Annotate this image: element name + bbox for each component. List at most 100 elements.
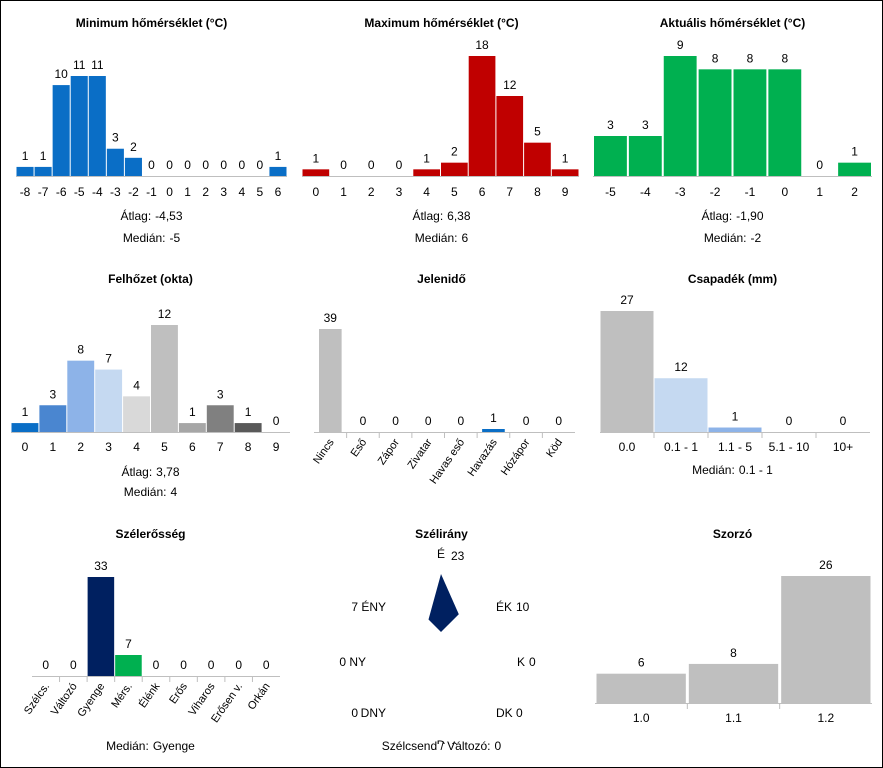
- data-label: 0: [180, 658, 187, 672]
- data-label: 1: [732, 410, 739, 424]
- stat-median: Medián: 4: [8, 485, 293, 499]
- data-label: 5: [534, 125, 541, 139]
- bar: [468, 56, 496, 176]
- data-label: 12: [674, 360, 688, 374]
- data-label: 12: [158, 307, 172, 321]
- data-label: 0: [451, 740, 458, 744]
- stat-label: Medián:: [414, 231, 458, 245]
- tick-label: 10+: [833, 440, 853, 454]
- chart-title: Szorzó: [712, 527, 753, 541]
- data-label: 8: [77, 343, 84, 357]
- max-temp-chart: 1 0 0 1 0 2 0 3 1 4 2 5 18 6 12 7 5 8 1 9: [302, 38, 579, 199]
- stat-median: Medián: 0.1 - 1: [590, 463, 875, 477]
- panel-multiplier: Szorzó 6 1.0 8 1.1 26 1.2: [590, 522, 875, 762]
- panel-wind-speed: Szélerősség 0 Szélcs. 0 Változó 33 Gyenge 7 Mér…: [8, 522, 293, 762]
- bar: [123, 396, 150, 432]
- stat-value: -1,90: [736, 209, 764, 223]
- bar: [178, 423, 206, 432]
- data-label: 0: [70, 658, 77, 672]
- data-label: 12: [503, 78, 517, 92]
- data-label: 33: [94, 559, 108, 573]
- data-label: 11: [73, 58, 86, 72]
- precip-chart: 27 0.0 12 0.1 - 1 1 1.1 - 5 0 5.1 - 10 0 10+: [600, 293, 870, 454]
- data-label: 1: [245, 405, 252, 419]
- data-label: 3: [607, 118, 614, 132]
- stat-label: Átlag:: [121, 465, 153, 479]
- data-label: 8: [781, 51, 788, 65]
- stat-value: 6: [461, 231, 469, 245]
- data-label: 26: [819, 558, 833, 572]
- bar: [441, 162, 468, 176]
- stat-label: Medián:: [106, 739, 149, 753]
- bar: [596, 673, 686, 703]
- bar: [269, 166, 287, 176]
- bar: [34, 166, 52, 176]
- bar: [663, 56, 697, 176]
- data-label: 0: [220, 158, 227, 172]
- data-label: 8: [730, 646, 737, 660]
- tick-label: 5.1 - 10: [769, 440, 810, 454]
- tick-label: -8: [20, 185, 31, 199]
- data-label: 0: [555, 414, 562, 428]
- bar: [11, 423, 39, 432]
- tick-label: 0: [166, 185, 173, 199]
- data-label: 18: [475, 38, 489, 52]
- tick-label: 1: [340, 185, 347, 199]
- axis-label: NY: [349, 655, 366, 669]
- actual-temp-chart: 3 -5 3 -4 9 -3 8 -2 8 -1 8 0 0 1 1 2: [593, 38, 872, 199]
- stat-value: -4,53: [155, 209, 183, 223]
- bar: [768, 69, 802, 176]
- tick-label: Mérs.: [109, 681, 135, 710]
- bar: [551, 169, 579, 176]
- data-label: 0: [235, 658, 242, 672]
- radar-area: [428, 574, 459, 632]
- tick-label: 1: [50, 440, 57, 454]
- data-label: 1: [423, 151, 430, 165]
- tick-label: -4: [640, 185, 651, 199]
- chart-title: Szélerősség: [115, 527, 186, 541]
- chart-title: Jelenidő: [417, 272, 466, 286]
- data-label: 1: [40, 149, 47, 163]
- axis-label: DNY: [361, 706, 386, 720]
- bar: [106, 148, 124, 176]
- stat-median: Medián: 6: [300, 231, 583, 245]
- min-temp-chart: 1-81-710-611-511-43-32-20-10001020304051…: [16, 58, 287, 199]
- stat-value: Gyenge: [152, 739, 195, 753]
- data-label: 1: [313, 151, 320, 165]
- data-label: 1: [851, 145, 858, 159]
- data-label: 9: [677, 38, 684, 52]
- stat-value: 6,38: [447, 209, 471, 223]
- panel-weather: Jelenidő 39 Nincs 0 Eső 0 Zápor 0 Zivatar 0 Havas…: [300, 266, 583, 506]
- bar: [302, 169, 330, 176]
- data-label: 0: [516, 706, 523, 720]
- tick-label: 5: [257, 185, 264, 199]
- stat-calm: Szélcsend / Változó: 0: [300, 739, 583, 753]
- tick-label: -5: [605, 185, 616, 199]
- bar: [482, 429, 505, 432]
- stat-label: Átlag:: [412, 209, 444, 223]
- tick-label: 4: [238, 185, 245, 199]
- data-label: 3: [112, 131, 119, 145]
- bar: [708, 427, 762, 432]
- data-label: 7: [125, 637, 132, 651]
- data-label: 8: [747, 51, 754, 65]
- tick-label: Gyenge: [75, 681, 107, 719]
- bar: [654, 378, 708, 432]
- bar: [496, 96, 524, 176]
- bar: [688, 663, 779, 703]
- tick-label: 0: [781, 185, 788, 199]
- chart-title: Aktuális hőmérséklet (°C): [659, 16, 806, 30]
- tick-label: 1.1 - 5: [718, 440, 752, 454]
- data-label: 0: [238, 158, 245, 172]
- data-label: 6: [638, 656, 645, 670]
- wind-direction-radar: É23ÉK10K0DK0D0DNY0NY0ÉNY7: [339, 546, 536, 744]
- bar: [524, 142, 551, 176]
- tick-label: -7: [38, 185, 49, 199]
- axis-label: K: [517, 655, 525, 669]
- tick-label: 7: [506, 185, 513, 199]
- bar: [413, 169, 440, 176]
- bar: [67, 360, 95, 432]
- data-label: 1: [275, 149, 282, 163]
- stat-median: Medián: -2: [590, 231, 875, 245]
- tick-label: Orkán: [246, 681, 273, 712]
